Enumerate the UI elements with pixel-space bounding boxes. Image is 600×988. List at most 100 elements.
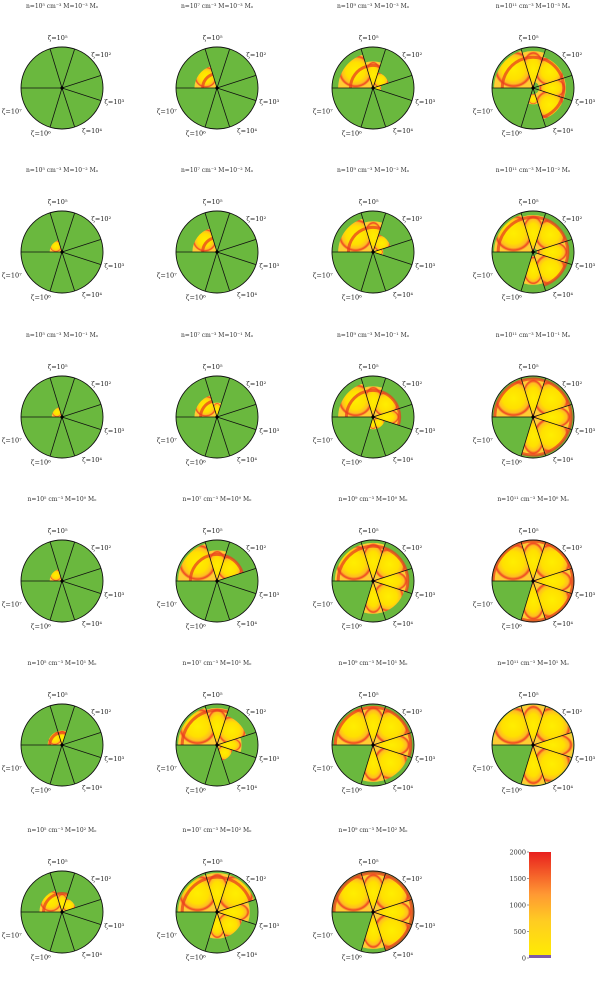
sector-spoke xyxy=(372,744,413,759)
sector-spoke xyxy=(216,87,231,128)
sector-spoke xyxy=(61,898,102,913)
zeta-label: ζ=10⁵ xyxy=(48,858,68,866)
center-dot xyxy=(371,743,375,747)
heat-ring xyxy=(541,57,564,80)
zeta-label: ζ=10³ xyxy=(259,755,279,763)
zeta-label: ζ=10² xyxy=(246,215,266,223)
colorbar-tick-label: 500 xyxy=(514,928,526,936)
sector-spoke xyxy=(49,48,63,89)
heat-sector xyxy=(373,570,408,592)
heat-sector xyxy=(192,228,217,252)
zeta-label: ζ=10⁶ xyxy=(502,622,522,630)
heat-sector xyxy=(206,708,229,745)
sector-spoke xyxy=(372,212,387,253)
zeta-label: ζ=10⁷ xyxy=(313,931,333,939)
sector-spoke xyxy=(372,705,387,746)
zeta-label: ζ=10² xyxy=(402,708,422,716)
heat-sector xyxy=(534,56,565,87)
colorbar-tick-label: 2000 xyxy=(509,849,526,857)
zeta-label: ζ=10³ xyxy=(104,98,124,106)
zeta-label: ζ=10⁵ xyxy=(48,198,68,206)
zeta-label: ζ=10³ xyxy=(575,755,595,763)
sector-spoke xyxy=(372,731,413,746)
sector-spoke xyxy=(216,744,257,759)
polar-panel: n=10⁹ cm⁻³ M=10¹ Mₒ ζ=10⁵ ζ=10² ζ=10³ ζ=10⁴ ζ… xyxy=(313,660,436,794)
polar-panel: n=10⁷ cm⁻³ M=10⁻³ Mₒ ζ=10⁵ ζ=10² ζ=10³ ζ=10⁴… xyxy=(157,3,280,137)
sector-spoke xyxy=(360,872,374,913)
zeta-label: ζ=10⁷ xyxy=(157,931,177,939)
polar-panel: n=10⁷ cm⁻³ M=10⁻¹ Mₒ ζ=10⁵ ζ=10² ζ=10³ ζ=10⁴… xyxy=(157,332,280,466)
zeta-label: ζ=10⁷ xyxy=(2,931,22,939)
heat-ring xyxy=(544,541,573,570)
sector-spoke xyxy=(61,403,102,418)
sector-spoke xyxy=(49,705,63,746)
colorbar: 0 500 1000 1500 2000 xyxy=(509,849,551,963)
sector-spoke xyxy=(216,541,231,582)
panel-title: n=10⁷ cm⁻³ M=10¹ Mₒ xyxy=(183,660,253,667)
center-dot xyxy=(60,910,64,914)
heat-sector xyxy=(494,379,533,417)
heat-sector xyxy=(209,912,226,939)
heat-sector xyxy=(208,550,227,581)
zeta-label: ζ=10⁴ xyxy=(82,456,102,464)
heat-ring xyxy=(544,592,573,621)
sector-spoke xyxy=(61,744,76,785)
disk-outline xyxy=(175,539,259,623)
heat-sector xyxy=(538,77,566,99)
sector-spoke xyxy=(61,541,76,582)
sector-spoke xyxy=(49,872,63,913)
sector-spoke xyxy=(216,87,257,102)
zeta-label: ζ=10⁷ xyxy=(2,436,22,444)
panel-title: n=10⁷ cm⁻³ M=10⁻³ Mₒ xyxy=(181,3,254,10)
sector-spoke xyxy=(61,212,76,253)
zeta-label: ζ=10³ xyxy=(415,262,435,270)
heat-ring xyxy=(567,404,573,430)
heat-sector xyxy=(361,706,386,745)
disk-outline xyxy=(175,375,259,459)
zeta-label: ζ=10⁷ xyxy=(157,436,177,444)
zeta-label: ζ=10⁷ xyxy=(2,107,22,115)
heat-ring xyxy=(541,96,564,119)
sector-spoke xyxy=(204,744,218,785)
sector-spoke xyxy=(532,403,573,418)
zeta-label: ζ=10⁴ xyxy=(393,620,413,628)
sector-spoke xyxy=(61,911,76,952)
zeta-label: ζ=10⁶ xyxy=(502,129,522,137)
panel-title: n=10⁵ cm⁻³ M=10² Mₒ xyxy=(28,827,98,834)
polar-panel: n=10¹¹ cm⁻³ M=10⁰ Mₒ ζ=10⁵ ζ=10² ζ=10³ ζ=10⁴… xyxy=(473,496,596,630)
sector-spoke xyxy=(372,251,413,266)
zeta-label: ζ=10² xyxy=(91,708,111,716)
sector-spoke xyxy=(372,74,413,89)
sector-spoke xyxy=(532,567,573,582)
zeta-label: ζ=10³ xyxy=(259,922,279,930)
panel-title: n=10⁵ cm⁻³ M=10⁰ Mₒ xyxy=(28,496,98,503)
zeta-label: ζ=10⁵ xyxy=(519,527,539,535)
heat-sector xyxy=(56,893,68,912)
heat-sector xyxy=(362,745,385,782)
zeta-label: ζ=10⁵ xyxy=(519,198,539,206)
zeta-label: ζ=10³ xyxy=(575,262,595,270)
zeta-label: ζ=10⁷ xyxy=(473,764,493,772)
polar-panel: n=10⁷ cm⁻³ M=10⁻² Mₒ ζ=10⁵ ζ=10² ζ=10³ ζ=10⁴… xyxy=(157,167,280,301)
sector-spoke xyxy=(520,251,534,292)
sector-spoke xyxy=(61,872,76,913)
polar-panel: n=10⁹ cm⁻³ M=10⁰ Mₒ ζ=10⁵ ζ=10² ζ=10³ ζ=10⁴ ζ… xyxy=(313,496,436,630)
heat-sector xyxy=(373,899,412,925)
disk-outline xyxy=(20,210,104,294)
heat-sector xyxy=(521,378,545,417)
heat-ring xyxy=(500,57,525,89)
sector-spoke xyxy=(532,416,547,457)
sector-spoke xyxy=(372,567,413,582)
sector-spoke xyxy=(360,705,374,746)
zeta-label: ζ=10⁶ xyxy=(31,622,51,630)
zeta-label: ζ=10⁷ xyxy=(157,107,177,115)
sector-spoke xyxy=(216,911,257,926)
panel-title: n=10¹¹ cm⁻³ M=10⁻³ Mₒ xyxy=(496,3,571,10)
heat-ring xyxy=(523,55,543,61)
polar-panel: n=10⁵ cm⁻³ M=10⁻¹ Mₒ ζ=10⁵ ζ=10² ζ=10³ ζ=10⁴… xyxy=(2,332,125,466)
zeta-label: ζ=10⁶ xyxy=(186,129,206,137)
heat-ring xyxy=(201,72,214,89)
heat-ring xyxy=(522,215,545,221)
zeta-label: ζ=10⁵ xyxy=(519,34,539,42)
zeta-label: ζ=10⁶ xyxy=(186,293,206,301)
